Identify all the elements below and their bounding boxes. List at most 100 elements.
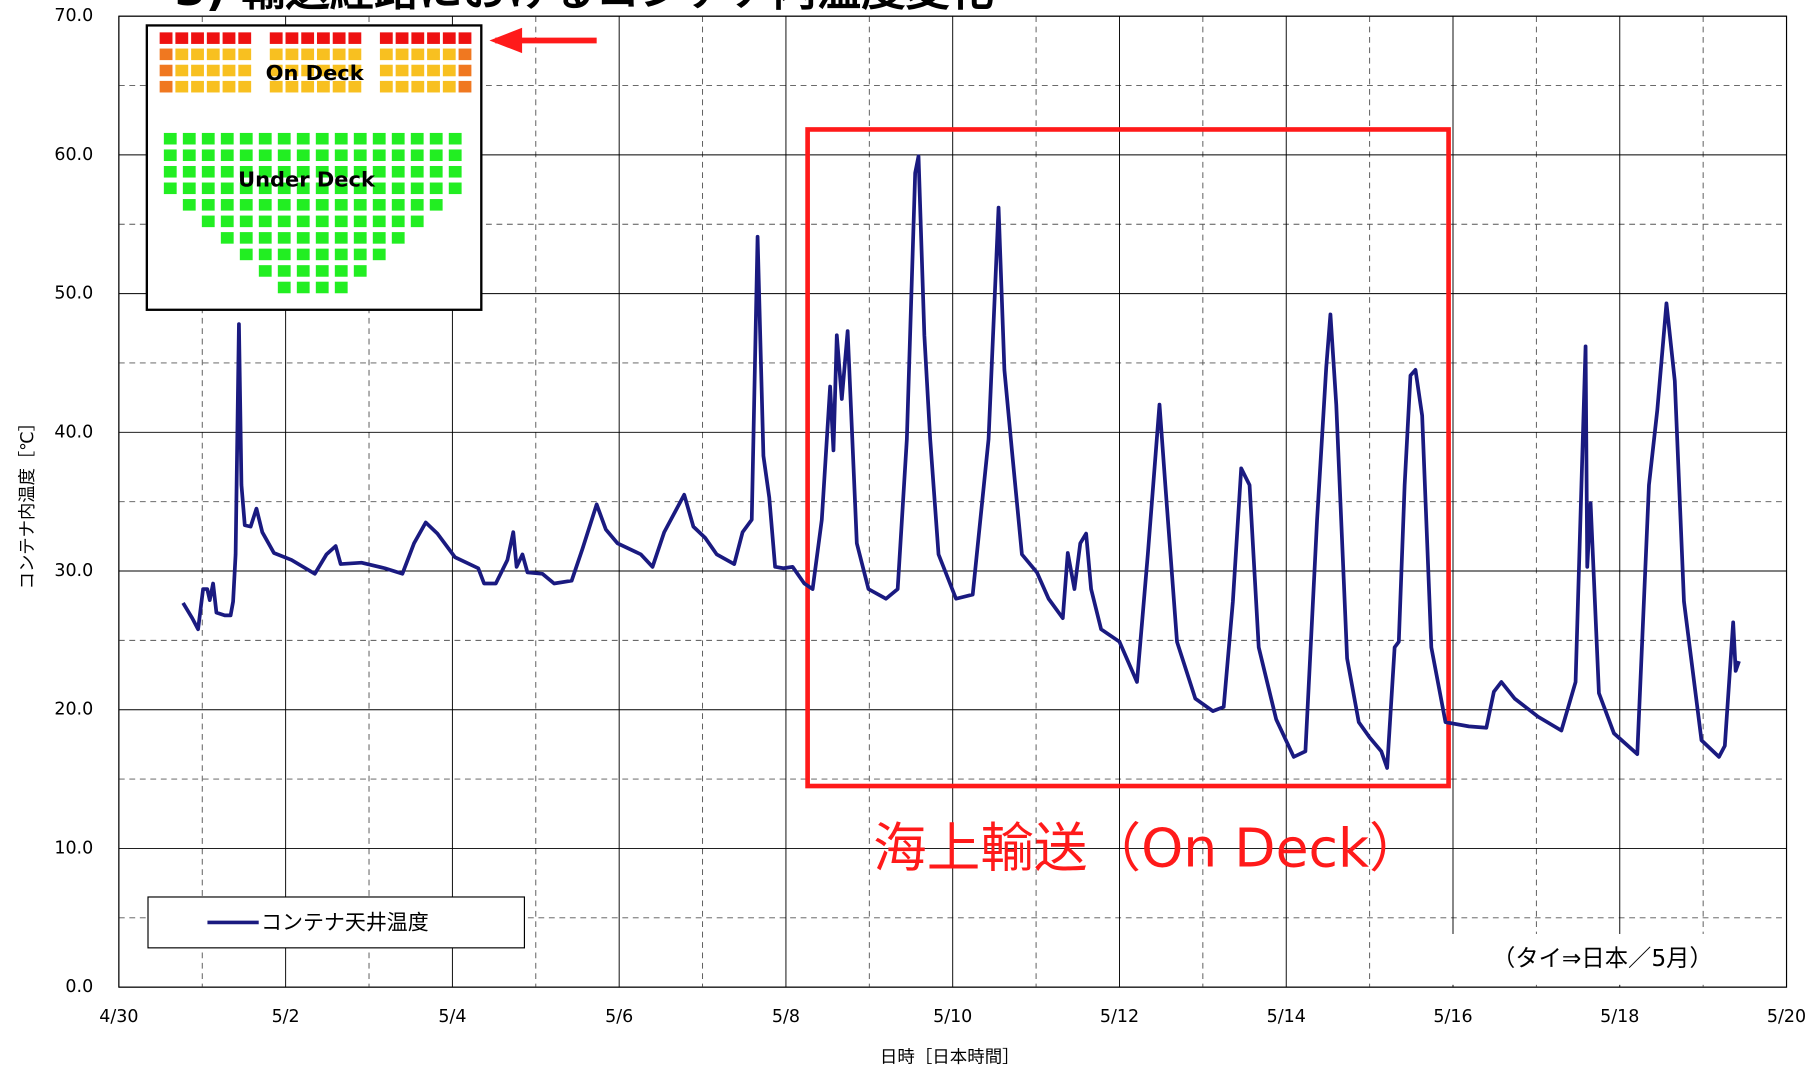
x-tick-label: 5/2 [272, 1007, 300, 1027]
container-cell [443, 32, 456, 44]
container-cell [392, 149, 405, 161]
container-cell [175, 49, 188, 61]
container-cell [175, 32, 188, 44]
container-cell [238, 65, 251, 77]
container-cell [316, 232, 329, 244]
container-cell [183, 166, 196, 178]
container-cell [221, 199, 234, 211]
container-cell [202, 166, 215, 178]
container-cell [427, 32, 440, 44]
container-cell [278, 199, 291, 211]
container-cell [443, 65, 456, 77]
inset-label: Under Deck [238, 167, 376, 191]
annotation: （タイ⇒日本／5月） [1492, 945, 1713, 972]
container-cell [301, 49, 314, 61]
container-cell [348, 49, 361, 61]
container-cell [354, 149, 367, 161]
container-cell [459, 65, 472, 77]
legend: コンテナ天井温度 [148, 897, 524, 948]
container-cell [392, 216, 405, 228]
container-cell [164, 149, 177, 161]
container-cell [238, 49, 251, 61]
container-cell [183, 199, 196, 211]
container-cell [297, 216, 310, 228]
container-cell [317, 32, 330, 44]
x-tick-label: 5/16 [1433, 1007, 1472, 1027]
container-cell [221, 166, 234, 178]
container-cell [316, 199, 329, 211]
x-axis-label: 日時［日本時間］ [880, 1048, 1020, 1068]
container-cell [392, 183, 405, 195]
annotation: 海上輸送（On Deck） [873, 817, 1422, 880]
container-cell [240, 149, 253, 161]
container-cell [278, 249, 291, 261]
container-cell [427, 65, 440, 77]
container-cell [396, 81, 409, 93]
container-cell [259, 232, 272, 244]
container-cell [259, 199, 272, 211]
container-cell [354, 249, 367, 261]
container-cell [373, 199, 386, 211]
container-cell [459, 81, 472, 93]
container-cell [221, 149, 234, 161]
x-tick-label: 5/10 [933, 1007, 972, 1027]
container-cell [427, 49, 440, 61]
legend-label: コンテナ天井温度 [261, 911, 429, 935]
y-tick-label: 40.0 [54, 422, 93, 442]
y-tick-label: 30.0 [54, 561, 93, 581]
container-cell [316, 216, 329, 228]
container-cell [207, 81, 220, 93]
container-cell [380, 32, 393, 44]
container-cell [335, 282, 348, 294]
x-tick-label: 5/4 [438, 1007, 466, 1027]
container-cell [164, 166, 177, 178]
container-cell [286, 32, 299, 44]
y-tick-label: 0.0 [65, 977, 93, 997]
container-cell [411, 183, 424, 195]
container-cell [316, 249, 329, 261]
container-cell [240, 133, 253, 145]
container-cell [297, 232, 310, 244]
container-cell [333, 49, 346, 61]
container-cell [430, 166, 443, 178]
container-cell [202, 183, 215, 195]
container-cell [160, 32, 173, 44]
container-cell [373, 133, 386, 145]
container-cell [202, 149, 215, 161]
container-cell [392, 199, 405, 211]
container-cell [278, 265, 291, 277]
container-cell [223, 49, 236, 61]
container-cell [354, 133, 367, 145]
container-cell [221, 133, 234, 145]
container-cell [278, 282, 291, 294]
container-cell [301, 32, 314, 44]
container-cell [223, 65, 236, 77]
x-tick-label: 4/30 [99, 1007, 138, 1027]
container-cell [430, 149, 443, 161]
container-cell [240, 216, 253, 228]
container-cell [316, 149, 329, 161]
container-cell [396, 49, 409, 61]
container-cell [335, 149, 348, 161]
container-cell [270, 49, 283, 61]
container-cell [411, 166, 424, 178]
container-cell [316, 133, 329, 145]
y-axis-label: コンテナ内温度［℃］ [18, 414, 38, 589]
container-cell [449, 166, 462, 178]
x-tick-label: 5/8 [772, 1007, 800, 1027]
container-cell [240, 199, 253, 211]
container-cell [449, 149, 462, 161]
container-cell [240, 232, 253, 244]
container-cell [373, 149, 386, 161]
container-cell [278, 149, 291, 161]
container-cell [270, 32, 283, 44]
container-cell [373, 249, 386, 261]
container-cell [354, 232, 367, 244]
container-cell [223, 32, 236, 44]
container-cell [335, 265, 348, 277]
container-cell [396, 65, 409, 77]
container-cell [278, 216, 291, 228]
container-cell [459, 32, 472, 44]
container-cell [175, 81, 188, 93]
container-cell [333, 32, 346, 44]
